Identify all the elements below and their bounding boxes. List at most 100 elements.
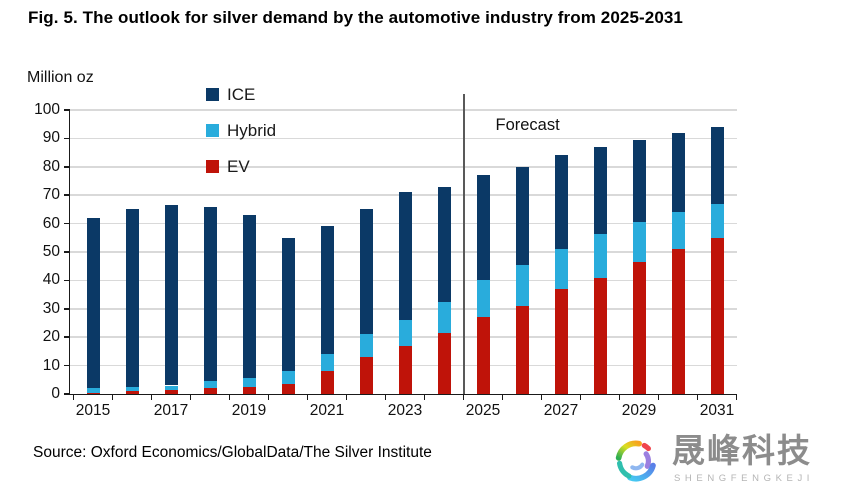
y-axis-tick (63, 166, 70, 168)
ev-bar-segment (671, 249, 685, 394)
x-axis-tick (540, 394, 543, 400)
x-axis-tick-label: 2025 (465, 402, 501, 419)
ice-bar-segment (398, 192, 412, 321)
gridline (70, 109, 737, 111)
ice-bar-segment (125, 209, 139, 387)
y-axis-tick-label: 60 (42, 214, 60, 232)
ice-bar-segment (164, 205, 178, 386)
ev-bar-segment (281, 384, 295, 394)
hybrid-bar-segment (281, 371, 295, 385)
x-axis-tick-label: 2015 (75, 402, 111, 419)
hybrid-bar-segment (398, 320, 412, 346)
y-axis-tick (63, 364, 70, 367)
x-axis-tick-label: 2017 (153, 402, 189, 419)
y-axis-tick-label: 0 (51, 385, 60, 402)
hybrid-bar-segment (437, 301, 451, 333)
y-axis-tick (63, 251, 70, 253)
hybrid-bar-segment (320, 354, 334, 372)
x-axis-tick (696, 394, 699, 400)
ev-legend-swatch (206, 160, 219, 173)
y-axis-tick (63, 222, 70, 225)
ice-bar-segment (593, 146, 607, 234)
watermark-latin-text: SHENGFENGKEJI (674, 473, 815, 484)
ice-legend-swatch (206, 88, 219, 101)
y-axis-tick (63, 137, 70, 140)
hybrid-bar-segment (359, 334, 373, 358)
y-axis-tick-label: 50 (42, 243, 60, 260)
y-axis-tick (63, 279, 70, 282)
forecast-divider-line (462, 94, 465, 394)
legend-label: Hybrid (227, 121, 277, 140)
hybrid-bar-segment (164, 385, 178, 390)
x-axis-tick (384, 394, 387, 400)
x-axis-tick (228, 394, 231, 400)
figure-title: Fig. 5. The outlook for silver demand by… (28, 8, 683, 27)
ice-bar-segment (632, 139, 646, 223)
y-axis-tick-label: 20 (42, 328, 60, 346)
y-axis-tick (63, 109, 70, 111)
x-axis-tick-label: 2021 (309, 402, 345, 419)
legend-item-hybrid: Hybrid (206, 121, 276, 140)
ev-bar-segment (203, 388, 217, 394)
rainbow-swirl-logo-icon (615, 440, 656, 482)
hybrid-legend-swatch (206, 124, 219, 137)
ev-bar-segment (437, 332, 451, 394)
x-axis-tick-label: 2029 (621, 402, 657, 419)
chart-plot-area: Forecast 0 10 20 30 40 50 60 70 80 90 100 2015 2017 2… (34, 94, 738, 419)
legend-item-ev: EV (206, 157, 276, 176)
ice-bar-segment (86, 217, 100, 389)
hybrid-bar-segment (632, 222, 646, 262)
y-axis-tick-label: 100 (34, 101, 60, 118)
x-axis-tick-label: 2019 (231, 402, 267, 419)
ice-bar-segment (281, 237, 295, 372)
ice-bar-segment (437, 186, 451, 302)
y-axis-tick-label: 90 (42, 129, 60, 147)
y-axis-tick (63, 308, 70, 310)
gridline (70, 165, 737, 168)
hybrid-bar-segment (554, 249, 568, 289)
hybrid-bar-segment (86, 388, 100, 393)
y-axis-tick-label: 40 (42, 271, 60, 289)
y-axis-unit-label: Million oz (27, 69, 94, 86)
ice-bar-segment (554, 155, 568, 250)
hybrid-bar-segment (242, 378, 256, 387)
x-axis-tick (462, 394, 465, 400)
y-axis-tick (63, 393, 70, 395)
x-axis-tick (735, 394, 738, 400)
watermark-cjk-text: 晟峰科技 (672, 432, 812, 469)
x-axis-tick (657, 394, 660, 400)
ev-bar-segment (476, 317, 490, 394)
ice-bar-segment (710, 127, 724, 204)
x-axis-tick (150, 394, 153, 400)
legend-label: EV (227, 157, 250, 176)
chart-legend: ICE Hybrid EV (206, 85, 276, 193)
ev-bar-segment (710, 237, 724, 394)
x-axis-tick (72, 394, 75, 400)
ev-bar-segment (632, 261, 646, 394)
legend-item-ice: ICE (206, 85, 276, 104)
forecast-label: Forecast (495, 116, 560, 134)
hybrid-bar-segment (593, 233, 607, 278)
x-axis-tick (306, 394, 309, 400)
x-axis-tick-label: 2031 (699, 402, 735, 419)
y-axis-tick-label: 80 (42, 157, 60, 175)
ice-bar-segment (476, 175, 490, 281)
x-axis-tick (618, 394, 621, 400)
ev-bar-segment (86, 392, 100, 394)
ev-bar-segment (320, 371, 334, 394)
ice-bar-segment (359, 209, 373, 335)
x-axis-tick (579, 394, 582, 400)
hybrid-bar-segment (476, 280, 490, 318)
y-axis-tick (63, 336, 70, 338)
x-axis-tick (345, 394, 348, 400)
ev-bar-segment (359, 357, 373, 394)
ev-bar-segment (242, 386, 256, 394)
hybrid-bar-segment (125, 386, 139, 392)
y-axis-tick-label: 70 (42, 186, 60, 204)
hybrid-bar-segment (710, 203, 724, 238)
source-note: Source: Oxford Economics/GlobalData/The … (33, 444, 432, 461)
x-axis-tick (189, 394, 192, 400)
ice-bar-segment (671, 132, 685, 213)
x-axis-tick-label: 2023 (387, 402, 423, 419)
gridline (70, 137, 737, 140)
